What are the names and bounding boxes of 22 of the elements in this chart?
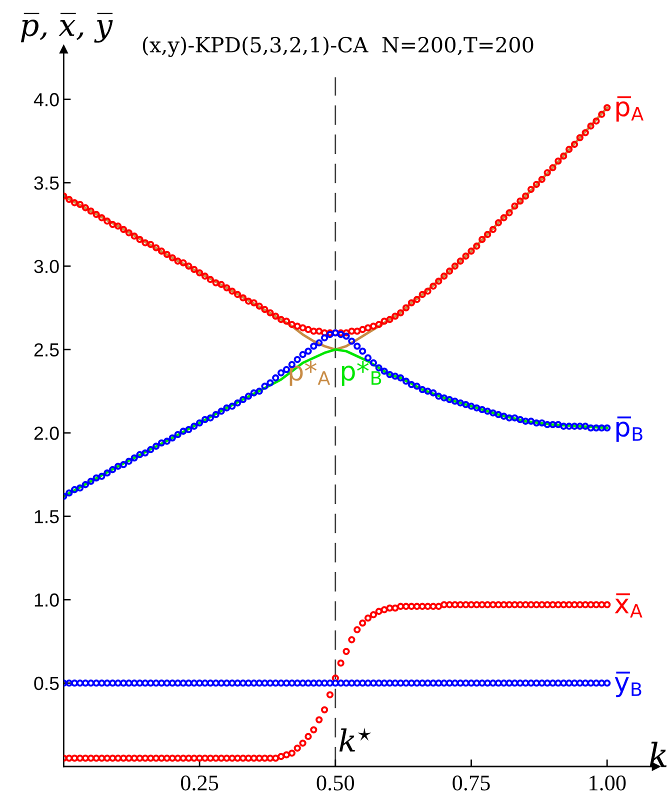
y-tick-label: 1.0 <box>34 593 59 607</box>
series-label: p̅$_{A}$ <box>616 96 644 122</box>
y-tick-label: 0.5 <box>34 676 59 690</box>
x-tick-label: 0.75 <box>452 775 490 791</box>
y-tick-label: 3.5 <box>34 176 59 190</box>
y-tick-label: 3.0 <box>34 260 59 274</box>
series-label: p̅$_{B}$ <box>616 416 642 442</box>
y-axis-title: p̅, x̅, y̅ <box>20 12 113 43</box>
series-label: p*$_{B}$ <box>342 360 382 386</box>
y-tick-label: 2.0 <box>34 426 59 440</box>
ref-line-label: k$^{⋆}$ <box>339 728 372 752</box>
y-tick-label: 1.5 <box>34 510 59 524</box>
series-label: y̅$_{B}$ <box>614 672 642 698</box>
series-label: p*$_{A}$ <box>290 360 330 386</box>
x-tick-label: 0.50 <box>316 775 354 791</box>
chart-title: (x,y)-KPD(5,3,2,1)-CA N=200,T=200 <box>142 36 534 57</box>
x-tick-label: 0.25 <box>180 775 218 791</box>
x-axis-title: k <box>650 742 667 768</box>
y-tick-label: 4.0 <box>34 93 59 106</box>
series-label: x̅$_{A}$ <box>614 593 642 618</box>
x-tick-label: 1.00 <box>590 775 626 791</box>
y-tick-label: 2.5 <box>34 343 59 356</box>
